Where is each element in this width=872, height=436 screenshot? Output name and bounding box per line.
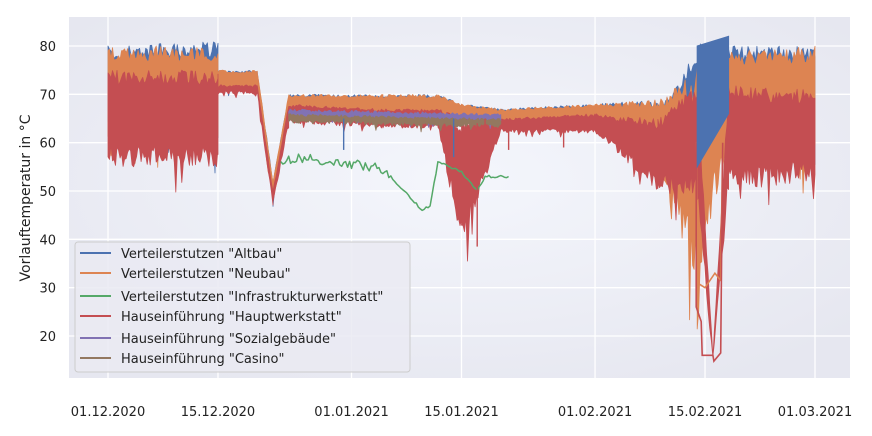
series-layer bbox=[107, 35, 816, 363]
y-tick-label: 50 bbox=[39, 185, 56, 200]
x-tick-label: 01.03.2021 bbox=[778, 405, 852, 420]
legend-label: Hauseinführung "Casino" bbox=[121, 352, 284, 367]
legend-item-casino: Hauseinführung "Casino" bbox=[80, 352, 284, 367]
legend-label: Hauseinführung "Hauptwerkstatt" bbox=[121, 310, 342, 325]
y-axis-label: Vorlauftemperatur in °C bbox=[18, 114, 34, 281]
series-band bbox=[107, 69, 816, 359]
legend-frame bbox=[74, 241, 411, 373]
y-axis-ticks: 20 30 40 50 60 70 80 bbox=[39, 40, 56, 345]
y-tick-label: 20 bbox=[39, 330, 56, 345]
dip-lines bbox=[695, 35, 730, 363]
y-tick-label: 70 bbox=[39, 88, 56, 103]
x-tick-label: 01.02.2021 bbox=[558, 405, 632, 420]
legend-item-neubau: Verteilerstutzen "Neubau" bbox=[80, 267, 291, 282]
legend: Verteilerstutzen "Altbau" Verteilerstutz… bbox=[74, 241, 411, 373]
series-line-infrastrukturwerkstatt bbox=[280, 153, 509, 212]
y-tick-label: 30 bbox=[39, 282, 56, 297]
series-band bbox=[288, 113, 502, 133]
x-tick-label: 15.01.2021 bbox=[424, 405, 498, 420]
y-tick-label: 60 bbox=[39, 137, 56, 152]
x-tick-label: 01.01.2021 bbox=[314, 405, 388, 420]
x-axis-ticks: 01.12.2020 15.12.2020 01.01.2021 15.01.2021… bbox=[71, 405, 852, 420]
x-tick-label: 15.12.2020 bbox=[181, 405, 255, 420]
x-tick-label: 15.02.2021 bbox=[668, 405, 742, 420]
legend-item-altbau: Verteilerstutzen "Altbau" bbox=[80, 247, 282, 262]
legend-label: Verteilerstutzen "Neubau" bbox=[121, 267, 291, 282]
legend-item-hauptwerkstatt: Hauseinführung "Hauptwerkstatt" bbox=[80, 310, 342, 325]
x-tick-label: 01.12.2020 bbox=[71, 405, 145, 420]
legend-item-infrastrukturwerkstatt: Verteilerstutzen "Infrastrukturwerkstatt… bbox=[80, 290, 383, 305]
legend-item-sozialgebaeude: Hauseinführung "Sozialgebäude" bbox=[80, 332, 336, 347]
y-tick-label: 40 bbox=[39, 233, 56, 248]
legend-label: Verteilerstutzen "Infrastrukturwerkstatt… bbox=[121, 290, 383, 305]
legend-label: Hauseinführung "Sozialgebäude" bbox=[121, 332, 336, 347]
legend-label: Verteilerstutzen "Altbau" bbox=[121, 247, 282, 262]
y-tick-label: 80 bbox=[39, 40, 56, 55]
